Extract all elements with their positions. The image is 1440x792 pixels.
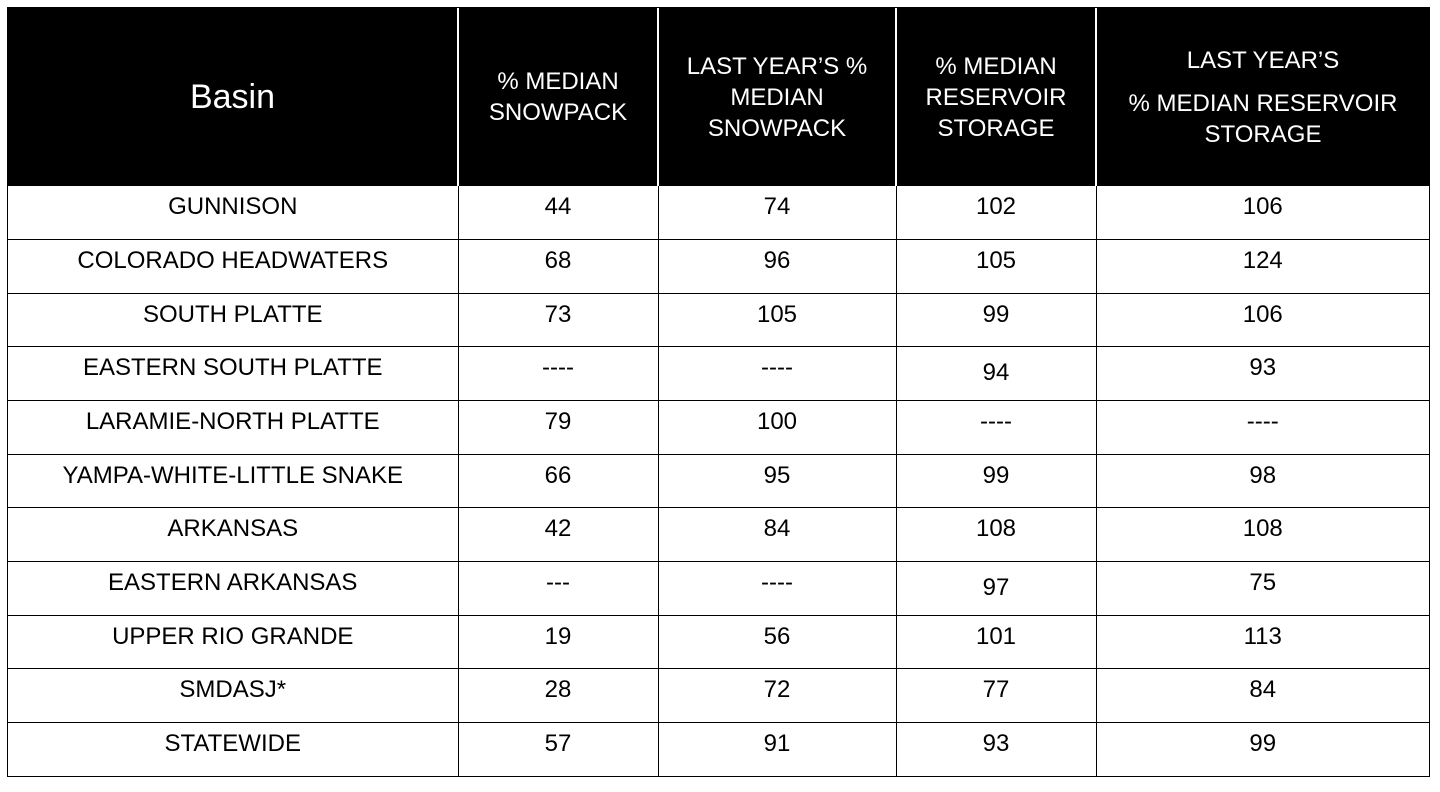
- cell-median-reservoir: 105: [895, 239, 1096, 294]
- header-last-year-reservoir: LAST YEAR’S % MEDIAN RESERVOIR STORAGE: [1095, 8, 1429, 186]
- cell-median-reservoir: 99: [895, 453, 1096, 508]
- cell-last-year-reservoir: 99: [1095, 721, 1429, 776]
- table-body: GUNNISON 44 74 102 106 COLORADO HEADWATERS 68 9…: [8, 186, 1429, 776]
- cell-median-snowpack: 73: [457, 292, 658, 347]
- header-line: SNOWPACK: [707, 114, 847, 142]
- cell-median-snowpack: 19: [457, 614, 658, 669]
- cell-last-year-snowpack: 95: [657, 453, 896, 508]
- header-line: LAST YEAR’S: [1186, 46, 1340, 74]
- table-row: SMDASJ* 28 72 77 84: [8, 668, 1429, 723]
- cell-median-snowpack: 68: [457, 239, 658, 294]
- cell-last-year-snowpack: 56: [657, 614, 896, 669]
- header-line: % MEDIAN RESERVOIR: [1128, 89, 1398, 117]
- cell-basin: SOUTH PLATTE: [8, 292, 458, 347]
- cell-last-year-snowpack: ----: [657, 346, 896, 401]
- cell-median-reservoir: 102: [895, 186, 1096, 240]
- header-line: MEDIAN: [730, 83, 824, 111]
- cell-last-year-reservoir: 106: [1095, 186, 1429, 240]
- cell-median-snowpack: 44: [457, 186, 658, 240]
- cell-last-year-reservoir: 113: [1095, 614, 1429, 669]
- cell-basin: YAMPA-WHITE-LITTLE SNAKE: [8, 453, 458, 508]
- header-basin: Basin: [8, 8, 458, 186]
- cell-median-reservoir: 94: [895, 346, 1096, 401]
- header-line: STORAGE: [1204, 120, 1322, 148]
- table-row: ARKANSAS 42 84 108 108: [8, 507, 1429, 562]
- cell-basin: GUNNISON: [168, 193, 298, 220]
- table-row: EASTERN ARKANSAS --- ---- 97 75: [8, 560, 1429, 615]
- cell-last-year-reservoir: 98: [1095, 453, 1429, 508]
- cell-median-reservoir: 99: [895, 292, 1096, 347]
- cell-basin: EASTERN SOUTH PLATTE: [8, 346, 458, 401]
- table-row: STATEWIDE 57 91 93 99: [8, 721, 1429, 776]
- header-line: % MEDIAN: [497, 68, 619, 95]
- cell-basin: SMDASJ*: [8, 668, 458, 723]
- cell-basin: STATEWIDE: [8, 721, 458, 776]
- cell-basin: EASTERN ARKANSAS: [8, 560, 458, 615]
- cell-last-year-snowpack: ----: [657, 560, 896, 615]
- cell-last-year-snowpack: 84: [657, 507, 896, 562]
- cell-median-snowpack: ----: [457, 346, 658, 401]
- cell-basin: ARKANSAS: [8, 507, 458, 562]
- cell-median-reservoir: 101: [895, 614, 1096, 669]
- cell-median-reservoir: 108: [895, 507, 1096, 562]
- table-row: LARAMIE-NORTH PLATTE 79 100 ---- ----: [8, 400, 1429, 455]
- cell-basin: COLORADO HEADWATERS: [8, 239, 458, 294]
- table-header: Basin % MEDIAN SNOWPACK LAST YEAR’S % ME…: [8, 8, 1429, 186]
- table-row: GUNNISON 44 74 102 106: [8, 186, 1429, 240]
- header-median-reservoir: % MEDIAN RESERVOIR STORAGE: [895, 8, 1096, 186]
- cell-median-snowpack: ---: [457, 560, 658, 615]
- cell-last-year-reservoir: 84: [1095, 668, 1429, 723]
- table-row: YAMPA-WHITE-LITTLE SNAKE 66 95 99 98: [8, 453, 1429, 508]
- table-row: EASTERN SOUTH PLATTE ---- ---- 94 93: [8, 346, 1429, 401]
- cell-last-year-snowpack: 105: [657, 292, 896, 347]
- header-median-snowpack: % MEDIAN SNOWPACK: [457, 8, 658, 186]
- snowpack-reservoir-table: Basin % MEDIAN SNOWPACK LAST YEAR’S % ME…: [8, 8, 1429, 776]
- table-row: COLORADO HEADWATERS 68 96 105 124: [8, 239, 1429, 294]
- header-line: % MEDIAN: [935, 52, 1057, 80]
- cell-median-reservoir: 93: [895, 721, 1096, 776]
- table-row: SOUTH PLATTE 73 105 99 106: [8, 292, 1429, 347]
- cell-last-year-snowpack: 91: [657, 721, 896, 776]
- cell-median-reservoir: ----: [895, 400, 1096, 455]
- cell-median-snowpack: 66: [457, 453, 658, 508]
- cell-last-year-reservoir: 106: [1095, 292, 1429, 347]
- cell-last-year-snowpack: 72: [657, 668, 896, 723]
- header-line: LAST YEAR’S %: [686, 52, 868, 80]
- header-row: Basin % MEDIAN SNOWPACK LAST YEAR’S % ME…: [8, 8, 1429, 186]
- cell-median-snowpack: 57: [457, 721, 658, 776]
- cell-last-year-reservoir: ----: [1095, 400, 1429, 455]
- cell-last-year-reservoir: 75: [1095, 560, 1429, 615]
- header-last-year-snowpack: LAST YEAR’S % MEDIAN SNOWPACK: [657, 8, 896, 186]
- snowpack-reservoir-table-frame: Basin % MEDIAN SNOWPACK LAST YEAR’S % ME…: [7, 7, 1430, 777]
- cell-last-year-snowpack: 74: [657, 186, 896, 240]
- header-line: RESERVOIR: [925, 83, 1067, 111]
- cell-last-year-reservoir: 108: [1095, 507, 1429, 562]
- cell-last-year-snowpack: 96: [657, 239, 896, 294]
- cell-median-snowpack: 79: [457, 400, 658, 455]
- cell-median-reservoir: 97: [895, 560, 1096, 615]
- cell-median-reservoir: 77: [895, 668, 1096, 723]
- cell-median-snowpack: 28: [457, 668, 658, 723]
- cell-median-snowpack: 42: [457, 507, 658, 562]
- cell-last-year-reservoir: 93: [1095, 346, 1429, 401]
- table-row: UPPER RIO GRANDE 19 56 101 113: [8, 614, 1429, 669]
- cell-last-year-snowpack: 100: [657, 400, 896, 455]
- header-line: SNOWPACK: [488, 99, 628, 126]
- cell-last-year-reservoir: 124: [1095, 239, 1429, 294]
- header-line: STORAGE: [937, 114, 1055, 142]
- cell-basin: UPPER RIO GRANDE: [8, 614, 458, 669]
- cell-basin: LARAMIE-NORTH PLATTE: [8, 400, 458, 455]
